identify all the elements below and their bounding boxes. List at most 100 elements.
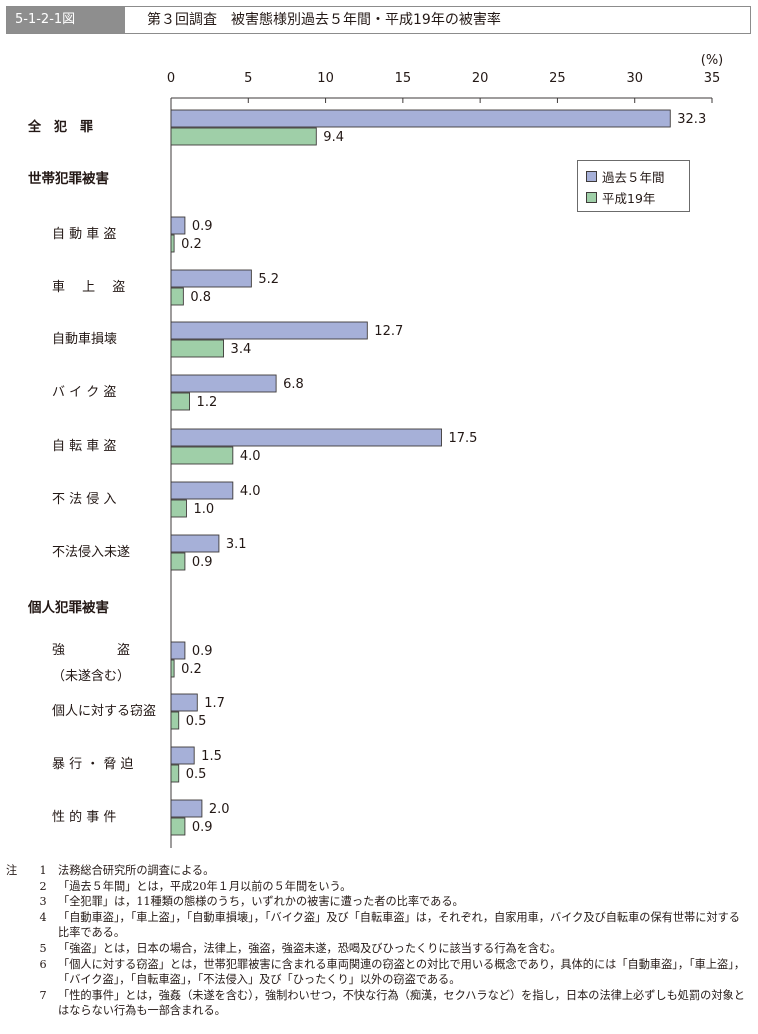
legend-swatch-series-1 [586, 170, 597, 182]
category-label: 強 盗 [52, 642, 130, 658]
data-label-series-2: 0.2 [181, 662, 202, 677]
bar-series-1 [170, 216, 186, 235]
bar-series-2 [170, 339, 225, 358]
category-label: 車 上 盗 [52, 279, 125, 295]
bar-series-1 [170, 269, 252, 288]
note-item: 5 「強盗」とは，日本の場合，法律上，強盗，強盗未遂，恐喝及びひったくりに該当す… [6, 941, 751, 957]
figure-title: 第３回調査 被害態様別過去５年間・平成19年の被害率 [147, 12, 501, 28]
note-text: 「個人に対する窃盗」とは，世帯犯罪被害に含まれる車両関連の窃盗との対比で用いる概… [58, 957, 746, 987]
x-tick-label: 0 [167, 71, 175, 86]
bar-series-2 [170, 552, 186, 571]
bar-series-1 [170, 109, 671, 128]
legend-label-series-2: 平成19年 [602, 190, 656, 206]
category-label: 暴 行 ・ 脅 迫 [52, 757, 134, 772]
x-tick-label: 35 [704, 71, 721, 86]
note-number: 1 [39, 864, 47, 877]
group-heading-household: 世帯犯罪被害 [28, 170, 109, 187]
unit-label: (%) [701, 53, 724, 68]
data-label-series-2: 1.2 [197, 395, 218, 410]
bar-series-1 [170, 746, 195, 765]
data-label-series-1: 0.9 [192, 644, 213, 659]
category-label: 自動車損壊 [52, 332, 117, 347]
note-text: 「過去５年間」とは，平成20年１月以前の５年間をいう。 [58, 879, 352, 893]
note-item: 6 「個人に対する窃盗」とは，世帯犯罪被害に含まれる車両関連の窃盗との対比で用い… [6, 957, 751, 988]
bar-series-2 [170, 392, 190, 411]
chart-legend: 過去５年間 平成19年 [577, 160, 690, 212]
bar-series-1 [170, 534, 220, 553]
notes-section: 注 1 法務総合研究所の調査による。 2 「過去５年間」とは，平成20年１月以前… [6, 863, 751, 1019]
note-item: 3 「全犯罪」は，11種類の態様のうち，いずれかの被害に遭った者の比率である。 [6, 894, 751, 910]
data-label-series-2: 0.5 [186, 714, 207, 729]
note-item: 注 1 法務総合研究所の調査による。 [6, 863, 751, 879]
note-text: 法務総合研究所の調査による。 [58, 864, 215, 877]
note-number: 6 [39, 957, 47, 971]
bar-series-2 [170, 711, 180, 730]
data-label-series-2: 9.4 [323, 130, 344, 145]
bar-series-2 [170, 499, 187, 518]
data-label-series-1: 12.7 [374, 324, 403, 339]
legend-item-series-2: 平成19年 [586, 188, 655, 206]
data-label-series-1: 32.3 [677, 112, 706, 127]
data-label-series-1: 0.9 [192, 219, 213, 234]
bar-series-1 [170, 481, 234, 500]
data-label-series-2: 1.0 [193, 502, 214, 517]
bar-series-2 [170, 764, 180, 783]
bar-series-1 [170, 693, 198, 712]
x-tick-label: 25 [549, 71, 566, 86]
bar-series-1 [170, 799, 203, 818]
bar-series-2 [170, 446, 234, 465]
note-text: 「全犯罪」は，11種類の態様のうち，いずれかの被害に遭った者の比率である。 [58, 895, 464, 909]
legend-label-series-1: 過去５年間 [602, 169, 665, 185]
bar-series-2 [170, 127, 317, 146]
legend-swatch-series-2 [586, 191, 597, 203]
bar-series-1 [170, 641, 186, 660]
category-label: 全 犯 罪 [27, 119, 93, 135]
data-label-series-2: 0.5 [186, 767, 207, 782]
note-text: 「自動車盗」，「車上盗」，「自動車損壊」，「バイク盗」及び「自転車盗」は，それぞ… [58, 910, 740, 940]
data-label-series-2: 3.4 [231, 342, 252, 357]
data-label-series-1: 2.0 [209, 802, 230, 817]
bar-series-1 [170, 321, 368, 340]
note-text: 「性的事件」とは，強姦（未遂を含む），強制わいせつ，不快な行為（痴漢，セクハラな… [58, 988, 745, 1018]
data-label-series-2: 0.2 [181, 237, 202, 252]
note-number: 3 [39, 895, 47, 909]
note-item: 7 「性的事件」とは，強姦（未遂を含む），強制わいせつ，不快な行為（痴漢，セクハ… [6, 988, 751, 1019]
x-tick-label: 15 [395, 71, 412, 86]
bar-series-2 [170, 234, 175, 253]
note-number: 4 [39, 910, 47, 924]
x-tick-label: 30 [626, 71, 643, 86]
data-label-series-2: 0.9 [192, 555, 213, 570]
category-label: 個人に対する窃盗 [52, 703, 156, 719]
x-tick-label: 5 [244, 71, 252, 86]
category-label: 自 動 車 盗 [52, 226, 116, 242]
bar-series-2 [170, 287, 184, 306]
data-label-series-1: 1.7 [204, 696, 225, 711]
note-number: 2 [39, 879, 47, 893]
bar-series-1 [170, 428, 442, 447]
data-label-series-2: 0.9 [192, 820, 213, 835]
category-label: 不 法 侵 入 [52, 491, 116, 507]
category-label: 性 的 事 件 [52, 809, 116, 825]
data-label-series-1: 6.8 [283, 377, 304, 392]
category-sublabel: （未遂含む） [52, 668, 130, 684]
bar-series-1 [170, 374, 277, 393]
data-label-series-2: 0.8 [190, 290, 211, 305]
bar-series-2 [170, 659, 175, 678]
notes-prefix: 注 [6, 864, 18, 877]
data-label-series-1: 1.5 [201, 749, 222, 764]
data-label-series-1: 5.2 [258, 272, 279, 287]
category-label: 不法侵入未遂 [52, 544, 130, 560]
note-number: 7 [39, 988, 47, 1002]
figure-number: 5-1-2-1図 [7, 7, 125, 33]
data-label-series-1: 17.5 [449, 431, 478, 446]
legend-item-series-1: 過去５年間 [586, 167, 665, 185]
category-label: 自 転 車 盗 [52, 438, 116, 454]
data-label-series-1: 4.0 [240, 484, 261, 499]
bar-series-2 [170, 817, 186, 836]
note-item: 4 「自動車盗」，「車上盗」，「自動車損壊」，「バイク盗」及び「自転車盗」は，そ… [6, 910, 751, 941]
x-tick-label: 10 [317, 71, 334, 86]
data-label-series-2: 4.0 [240, 449, 261, 464]
category-label: バ イ ク 盗 [52, 384, 116, 400]
figure-header: 5-1-2-1図 第３回調査 被害態様別過去５年間・平成19年の被害率 [6, 6, 751, 34]
